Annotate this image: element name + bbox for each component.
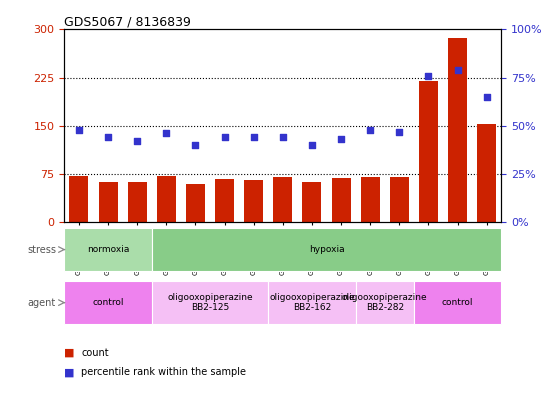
Point — [366, 127, 375, 133]
Point — [307, 142, 316, 148]
Text: oligooxopiperazine
BB2-162: oligooxopiperazine BB2-162 — [269, 293, 354, 312]
Bar — [390, 177, 409, 222]
Text: oligooxopiperazine
BB2-125: oligooxopiperazine BB2-125 — [167, 293, 253, 312]
Bar — [414, 281, 501, 324]
Bar — [128, 182, 147, 222]
Bar — [419, 81, 438, 222]
Text: percentile rank within the sample: percentile rank within the sample — [81, 367, 246, 377]
Point — [162, 130, 171, 137]
Point — [395, 129, 404, 135]
Point — [453, 67, 462, 73]
Bar — [64, 228, 152, 271]
Bar — [186, 184, 205, 222]
Text: ■: ■ — [64, 348, 75, 358]
Bar — [64, 281, 152, 324]
Point — [337, 136, 346, 142]
Text: agent: agent — [28, 298, 56, 308]
Bar — [215, 179, 234, 222]
Bar — [152, 281, 268, 324]
Bar — [152, 228, 501, 271]
Text: oligooxopiperazine
BB2-282: oligooxopiperazine BB2-282 — [342, 293, 427, 312]
Bar — [273, 177, 292, 222]
Bar — [157, 176, 176, 222]
Point — [133, 138, 142, 144]
Text: control: control — [92, 298, 124, 307]
Point — [249, 134, 258, 140]
Bar — [268, 281, 356, 324]
Bar — [361, 177, 380, 222]
Bar — [69, 176, 88, 222]
Point — [278, 134, 287, 140]
Point — [74, 127, 83, 133]
Point — [104, 134, 113, 140]
Bar — [477, 125, 496, 222]
Bar — [448, 38, 467, 222]
Bar — [302, 182, 321, 222]
Text: count: count — [81, 348, 109, 358]
Text: stress: stress — [27, 244, 56, 255]
Bar — [244, 180, 263, 222]
Text: hypoxia: hypoxia — [309, 245, 344, 254]
Bar — [332, 178, 351, 222]
Point — [191, 142, 200, 148]
Text: normoxia: normoxia — [87, 245, 129, 254]
Text: ■: ■ — [64, 367, 75, 377]
Bar — [99, 182, 118, 222]
Point — [482, 94, 491, 100]
Text: control: control — [442, 298, 473, 307]
Text: GDS5067 / 8136839: GDS5067 / 8136839 — [64, 15, 192, 28]
Point — [424, 73, 433, 79]
Point — [220, 134, 229, 140]
Bar — [356, 281, 414, 324]
